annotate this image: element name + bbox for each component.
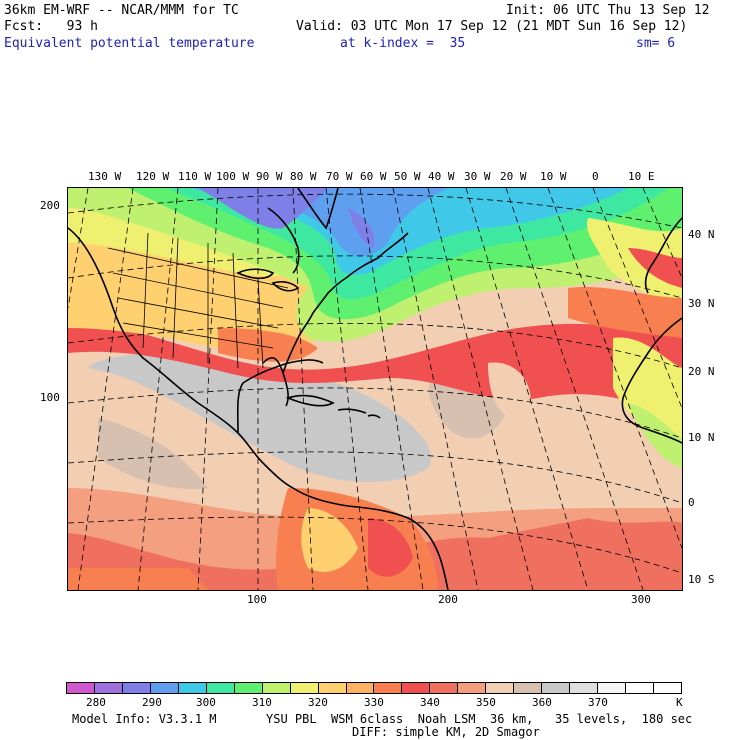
lon-label: 90 W	[256, 170, 283, 183]
field-violet	[198, 188, 328, 229]
lat-label: 40 N	[688, 228, 715, 241]
smoothing: sm= 6	[636, 36, 676, 51]
graticule	[68, 188, 682, 590]
color-legend	[66, 682, 682, 694]
legend-label: 340	[420, 696, 440, 709]
x-axis-tick: 200	[438, 593, 458, 606]
field-orange-subtropic	[568, 286, 682, 338]
diffusion-info: DIFF: simple KM, 2D Smagor	[352, 725, 540, 739]
physics-info: YSU PBL WSM 6class Noah LSM 36 km, 35 le…	[266, 712, 693, 726]
legend-swatch	[290, 683, 319, 693]
field-yellow-samerica	[301, 508, 358, 572]
theta-e-map	[67, 187, 683, 591]
legend-swatch	[318, 683, 347, 693]
lon-label: 110 W	[178, 170, 212, 183]
legend-swatch	[430, 683, 459, 693]
x-axis-tick: 100	[247, 593, 267, 606]
model-info: Model Info: V3.3.1 M	[72, 712, 217, 726]
legend-swatch	[402, 683, 431, 693]
x-axis-tick: 300	[631, 593, 651, 606]
coastlines	[68, 188, 682, 590]
legend-swatch	[458, 683, 487, 693]
legend-swatch	[262, 683, 291, 693]
field-red-iberia	[628, 248, 682, 288]
legend-swatch	[67, 683, 95, 693]
forecast-hour: Fcst: 93 h	[4, 19, 98, 34]
legend-label: 330	[364, 696, 384, 709]
lat-label: 10 S	[688, 573, 715, 586]
legend-label: 290	[142, 696, 162, 709]
lon-label: 130 W	[88, 170, 122, 183]
lon-label: 0	[592, 170, 599, 183]
lon-label: 100 W	[216, 170, 250, 183]
legend-label: 370	[588, 696, 608, 709]
y-axis-tick: 200	[40, 199, 60, 212]
legend-label: 310	[252, 696, 272, 709]
legend-swatch	[374, 683, 403, 693]
legend-unit: K	[676, 696, 683, 709]
field-tan-pocket	[488, 362, 531, 418]
field-south-orange	[68, 568, 208, 590]
lon-label: 50 W	[394, 170, 421, 183]
lat-label: 10 N	[688, 431, 715, 444]
lon-label: 60 W	[360, 170, 387, 183]
legend-swatch	[626, 683, 655, 693]
k-index: at k-index = 35	[340, 36, 466, 51]
lon-label: 70 W	[326, 170, 353, 183]
legend-swatch	[598, 683, 627, 693]
field-grey-pacific	[98, 418, 208, 489]
legend-swatch	[150, 683, 179, 693]
legend-label: 320	[308, 696, 328, 709]
legend-label: 360	[532, 696, 552, 709]
legend-label: 350	[476, 696, 496, 709]
model-title: 36km EM-WRF -- NCAR/MMM for TC	[4, 3, 239, 18]
field-yellow-europe	[587, 218, 682, 308]
legend-swatch	[234, 683, 263, 693]
lon-label: 10 W	[540, 170, 567, 183]
lon-label: 40 W	[428, 170, 455, 183]
valid-time: Valid: 03 UTC Mon 17 Sep 12 (21 MDT Sun …	[296, 19, 688, 34]
legend-swatch	[206, 683, 235, 693]
legend-swatch	[570, 683, 599, 693]
lon-label: 10 E	[628, 170, 655, 183]
legend-swatch	[654, 683, 681, 693]
lat-label: 20 N	[688, 365, 715, 378]
lat-label: 30 N	[688, 297, 715, 310]
lon-label: 30 W	[464, 170, 491, 183]
field-orange-southeast	[218, 328, 318, 362]
field-name: Equivalent potential temperature	[4, 36, 255, 51]
lon-label: 120 W	[136, 170, 170, 183]
legend-label: 300	[196, 696, 216, 709]
legend-swatch	[94, 683, 123, 693]
legend-swatch	[486, 683, 515, 693]
legend-swatch	[178, 683, 207, 693]
legend-swatch	[122, 683, 151, 693]
legend-swatch	[346, 683, 375, 693]
legend-swatch	[514, 683, 543, 693]
field-blue	[198, 188, 448, 257]
legend-swatch	[542, 683, 571, 693]
lon-label: 80 W	[290, 170, 317, 183]
init-time: Init: 06 UTC Thu 13 Sep 12	[506, 3, 710, 18]
field-green-africa	[628, 403, 682, 468]
field-red-samerica	[368, 518, 413, 577]
y-axis-tick: 100	[40, 391, 60, 404]
field-grey-caribbean	[88, 353, 432, 482]
lat-label: 0	[688, 496, 695, 509]
legend-label: 280	[86, 696, 106, 709]
lon-label: 20 W	[500, 170, 527, 183]
